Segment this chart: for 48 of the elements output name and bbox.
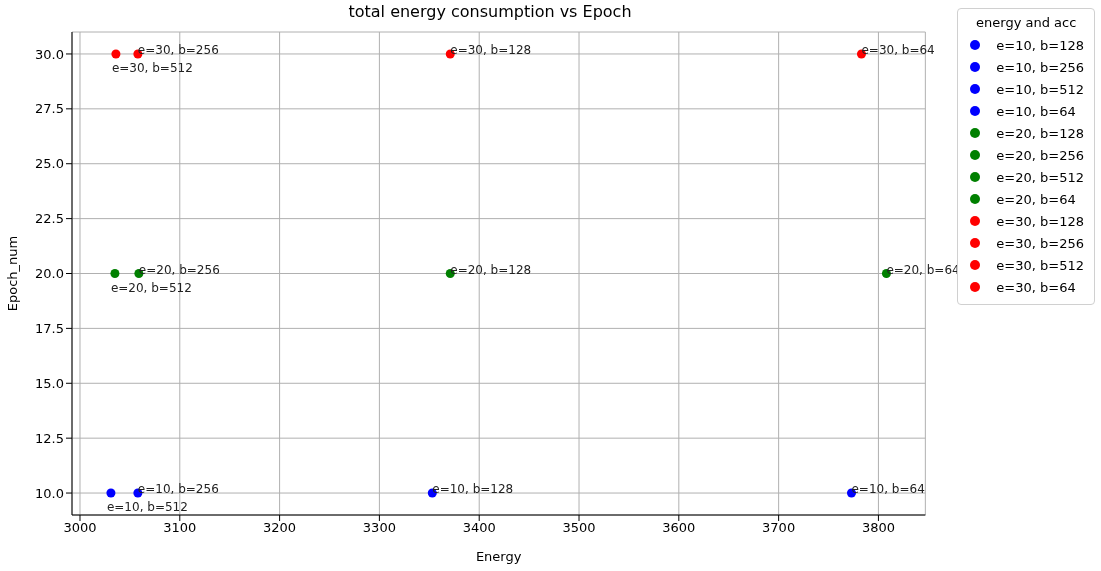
x-tick-label: 3200	[263, 520, 297, 536]
x-tick-label: 3100	[163, 520, 197, 536]
legend-label: e=30, b=256	[996, 235, 1084, 251]
legend-label: e=20, b=256	[996, 147, 1084, 163]
legend-label: e=10, b=128	[996, 37, 1084, 53]
legend-label: e=20, b=512	[996, 169, 1084, 185]
x-tick-label: 3400	[462, 520, 496, 536]
legend-label: e=30, b=64	[996, 279, 1076, 295]
point	[110, 268, 120, 279]
y-tick-label: 27.5	[35, 101, 64, 117]
legend-label: e=10, b=512	[996, 81, 1084, 97]
x-tick-label: 3500	[562, 520, 596, 536]
x-tick-label: 3000	[63, 520, 97, 536]
y-tick-label: 30.0	[35, 46, 64, 62]
y-tick-label: 12.5	[35, 430, 64, 446]
text: e=10, b=256	[137, 482, 219, 497]
y-tick-label: 17.5	[35, 321, 64, 336]
text: e=30, b=128	[450, 42, 532, 57]
text: e=10, b=128	[432, 482, 514, 497]
legend-label: e=10, b=256	[996, 59, 1084, 75]
point	[106, 488, 116, 498]
x-tick-label: 3800	[861, 520, 895, 536]
chart-title: total energy consumption vs Epoch	[348, 2, 632, 21]
text: e=10, b=512	[106, 500, 188, 515]
text: e=30, b=256	[137, 42, 219, 57]
legend-label: e=20, b=128	[996, 125, 1084, 141]
x-tick-label: 3300	[362, 520, 396, 536]
x-tick-label: 3600	[662, 520, 696, 536]
y-tick-label: 15.0	[35, 375, 64, 391]
y-axis-title: Epoch_num	[4, 235, 20, 312]
text: e=20, b=128	[450, 262, 532, 277]
legend-title: energy and acc	[975, 15, 1078, 30]
x-axis-title: Energy	[475, 549, 522, 564]
text: e=10, b=64	[851, 482, 925, 497]
legend-label: e=20, b=64	[996, 191, 1076, 207]
text: e=20, b=512	[110, 280, 192, 295]
legend-label: e=10, b=64	[996, 103, 1076, 119]
text: e=30, b=64	[861, 42, 935, 57]
y-tick-label: 25.0	[35, 156, 64, 172]
y-tick-label: 20.0	[35, 266, 64, 282]
text: e=20, b=256	[138, 262, 220, 277]
legend-label: e=30, b=128	[996, 213, 1084, 229]
point	[111, 49, 121, 59]
legend-label: e=30, b=512	[996, 257, 1084, 273]
text: e=30, b=512	[111, 60, 193, 75]
x-tick-label: 3700	[762, 520, 796, 536]
y-tick-label: 10.0	[35, 485, 64, 501]
y-tick-label: 22.5	[35, 211, 64, 227]
